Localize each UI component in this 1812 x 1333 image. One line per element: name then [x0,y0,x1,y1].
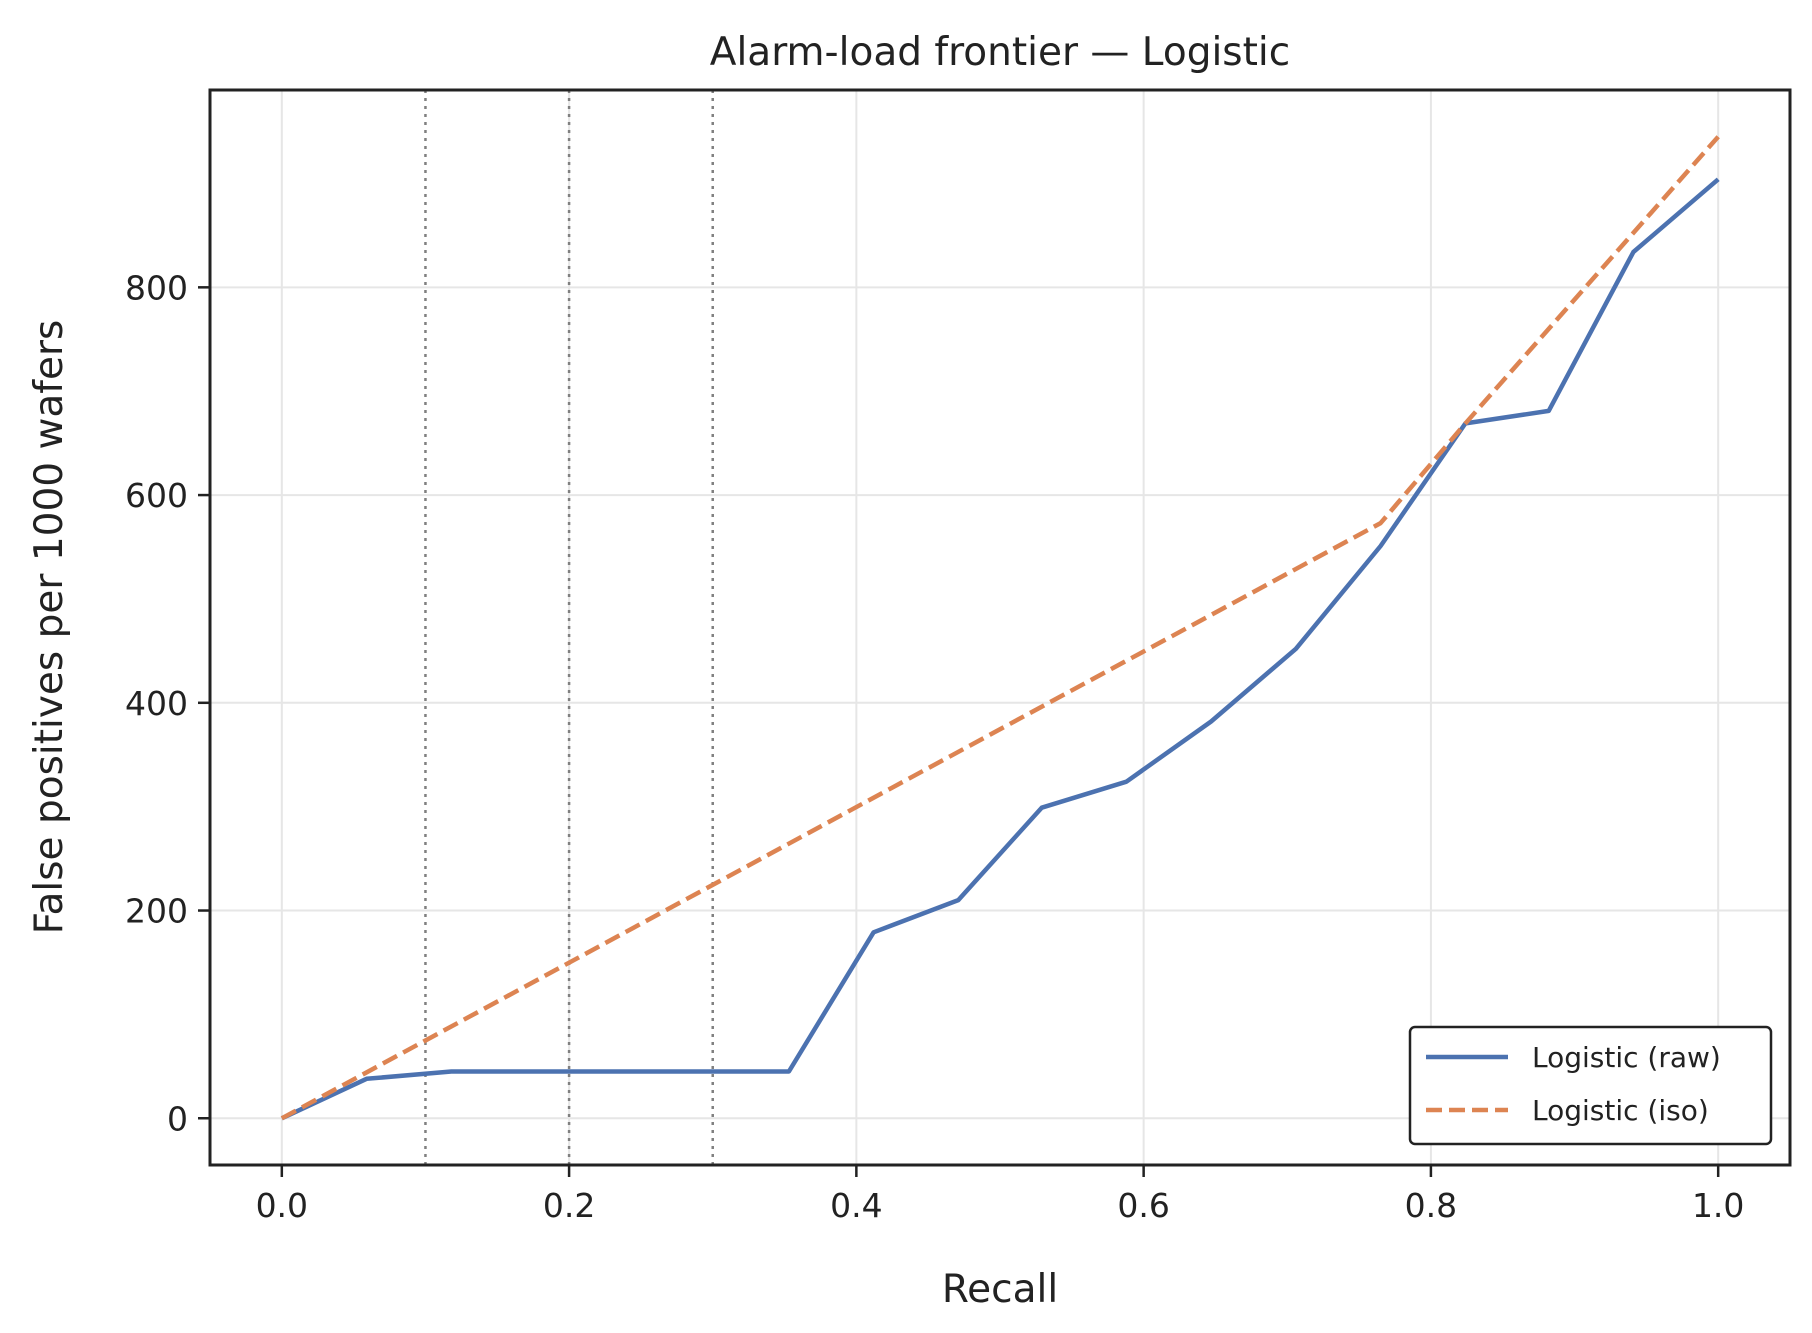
x-tick-label: 0.0 [256,1186,308,1225]
series-line-1 [280,135,1720,1121]
x-axis-ticks: 0.0 0.2 0.4 0.6 0.8 1.0 [256,1165,1744,1225]
plot-frame [208,88,1792,1167]
y-tick-label: 0 [167,1099,188,1138]
y-axis-label: False positives per 1000 wafers [27,320,72,935]
y-tick-label: 400 [125,684,188,723]
y-tick-label: 200 [125,892,188,931]
y-axis-ticks: 0 200 400 600 800 [125,268,210,1138]
grid [210,90,1790,1165]
y-tick-label: 800 [125,268,188,307]
x-tick-label: 0.4 [830,1186,882,1225]
legend-label-iso: Logistic (iso) [1532,1094,1709,1127]
x-tick-label: 0.8 [1405,1186,1457,1225]
x-tick-label: 1.0 [1692,1186,1744,1225]
x-tick-label: 0.6 [1117,1186,1169,1225]
series-line-0 [280,177,1720,1121]
legend-label-raw: Logistic (raw) [1532,1041,1721,1074]
legend: Logistic (raw) Logistic (iso) [1408,1025,1773,1146]
y-tick-label: 600 [125,476,188,515]
x-axis-label: Recall [942,1267,1058,1312]
chart-title: Alarm-load frontier — Logistic [710,30,1290,75]
reference-lines [424,90,714,1165]
x-tick-label: 0.2 [543,1186,595,1225]
series-layer [280,135,1720,1121]
